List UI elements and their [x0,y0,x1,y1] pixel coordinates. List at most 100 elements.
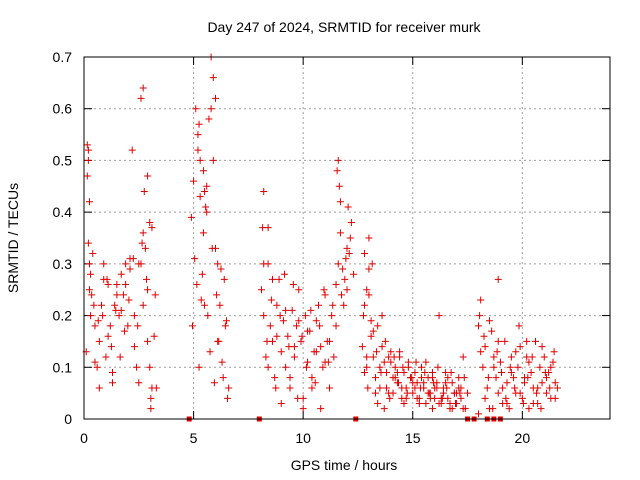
data-point [418,363,426,371]
data-point [209,74,217,82]
data-point [312,348,320,356]
data-point [220,275,228,283]
data-point [85,286,93,294]
data-point [321,291,329,299]
data-point [442,379,450,387]
data-point [422,358,430,366]
data-point [144,286,152,294]
data-point [206,348,214,356]
data-point [518,394,526,402]
data-point [133,363,141,371]
data-point [197,296,205,304]
data-point [503,399,511,407]
data-point [336,229,344,237]
data-point [150,332,158,340]
data-point [139,301,147,309]
data-point [147,394,155,402]
data-point [393,368,401,376]
data-point [135,379,143,387]
data-point [192,105,200,113]
data-point [483,384,491,392]
data-point [85,198,93,206]
data-point [262,353,270,361]
data-point [339,265,347,273]
data-point [485,317,493,325]
data-point [311,379,319,387]
data-point [113,291,121,299]
data-point [268,275,276,283]
data-point [199,229,207,237]
data-point [130,343,138,351]
data-point [315,301,323,309]
data-point [391,374,399,382]
data-point [304,358,312,366]
data-point [501,337,509,345]
data-point [516,343,524,351]
data-point [381,337,389,345]
data-point [140,187,148,195]
y-tick-label: 0.2 [53,308,73,324]
data-point [330,353,338,361]
data-point [138,239,146,247]
data-point [536,363,544,371]
data-point [334,260,342,268]
data-point [203,182,211,190]
data-point [328,312,336,320]
data-point [412,358,420,366]
data-point [481,343,489,351]
data-point [455,384,463,392]
data-point [546,384,554,392]
data-point [380,358,388,366]
data-point [196,156,204,164]
data-point [224,394,232,402]
data-point [210,379,218,387]
data-point [400,368,408,376]
data-point [415,399,423,407]
data-point [400,399,408,407]
data-point [369,327,377,335]
data-point [537,405,545,413]
data-point [503,379,511,387]
data-point [319,363,327,371]
data-point [398,384,406,392]
data-point [100,260,108,268]
data-point [302,363,310,371]
data-point [111,301,119,309]
data-point [528,353,536,361]
data-point [198,270,206,278]
data-point [428,405,436,413]
data-point [387,348,395,356]
data-point [214,260,222,268]
data-point [505,405,513,413]
data-point [84,156,92,164]
data-point [87,312,95,320]
data-point [107,343,115,351]
x-tick-label: 10 [295,430,311,446]
data-point [361,301,369,309]
data-point [335,182,343,190]
data-point [95,384,103,392]
data-point [494,337,502,345]
data-point [84,239,92,247]
data-point [85,260,93,268]
data-point [290,343,298,351]
data-point [148,384,156,392]
data-point [273,332,281,340]
data-point [122,260,130,268]
data-point [294,394,302,402]
data-point [91,358,99,366]
data-point [499,384,507,392]
data-point [369,353,377,361]
data-point [195,363,203,371]
data-point [277,348,285,356]
data-point [403,389,411,397]
data-point [297,337,305,345]
data-point [112,306,120,314]
data-point [364,384,372,392]
data-point [361,250,369,258]
data-point [316,322,324,330]
plot-frame [83,56,611,420]
data-point [373,348,381,356]
data-point [523,337,531,345]
data-point [538,343,546,351]
